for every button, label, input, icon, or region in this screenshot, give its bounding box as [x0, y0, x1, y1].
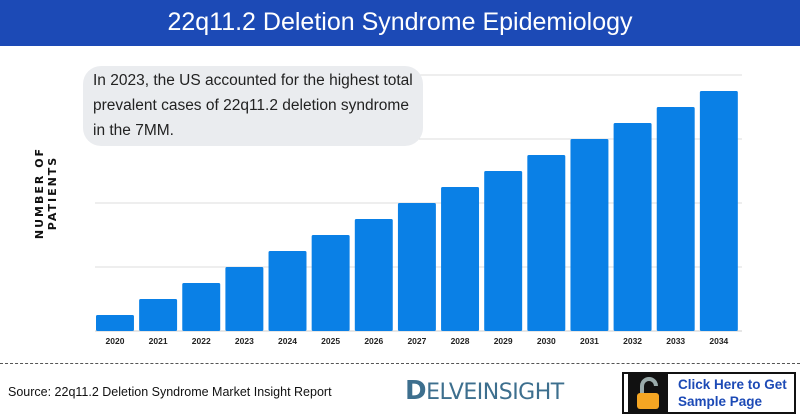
- delveinsight-logo[interactable]: DELVEINSIGHT: [405, 376, 564, 406]
- source-text: Source: 22q11.2 Deletion Syndrome Market…: [8, 385, 332, 399]
- bar-chart: 2020 2021 2022 2023 2024 2025 2026 2027 2028 2029…: [95, 74, 742, 346]
- x-tick-label: 2031: [580, 336, 599, 346]
- bar-2025: [311, 235, 350, 331]
- bar-2028: [441, 187, 480, 331]
- get-sample-page-button[interactable]: Click Here to Get Sample Page: [622, 372, 796, 414]
- unlock-icon: [628, 374, 668, 412]
- bar-2033: [656, 107, 695, 331]
- x-tick-label: 2027: [407, 336, 426, 346]
- x-tick-label: 2028: [451, 336, 470, 346]
- x-tick-label: 2025: [321, 336, 340, 346]
- x-tick-label: 2020: [106, 336, 125, 346]
- x-tick-label: 2034: [709, 336, 728, 346]
- x-tick-label: 2032: [623, 336, 642, 346]
- chart-title: 22q11.2 Deletion Syndrome Epidemiology: [167, 8, 633, 36]
- x-tick-label: 2023: [235, 336, 254, 346]
- bar-2027: [397, 203, 436, 331]
- bar-2024: [268, 251, 307, 331]
- x-tick-label: 2026: [364, 336, 383, 346]
- footer-divider: [0, 363, 800, 364]
- bar-2031: [570, 139, 609, 331]
- x-tick-label: 2030: [537, 336, 556, 346]
- bar-2032: [613, 123, 652, 331]
- bar-2026: [354, 219, 393, 331]
- x-tick-label: 2029: [494, 336, 513, 346]
- bar-2022: [182, 283, 221, 331]
- bar-2020: [96, 315, 134, 331]
- chart-title-banner: 22q11.2 Deletion Syndrome Epidemiology: [0, 0, 800, 46]
- x-tick-label: 2024: [278, 336, 297, 346]
- bar-2030: [527, 155, 566, 331]
- cta-line-2: Sample Page: [678, 394, 763, 409]
- annotation-note: In 2023, the US accounted for the highes…: [83, 66, 423, 146]
- x-tick-label: 2021: [149, 336, 168, 346]
- cta-line-1: Click Here to Get: [678, 377, 787, 392]
- bar-2021: [139, 299, 178, 331]
- x-tick-label: 2022: [192, 336, 211, 346]
- x-tick-label: 2033: [666, 336, 685, 346]
- bar-2034: [699, 91, 738, 331]
- bar-2023: [225, 267, 264, 331]
- bar-2029: [484, 171, 523, 331]
